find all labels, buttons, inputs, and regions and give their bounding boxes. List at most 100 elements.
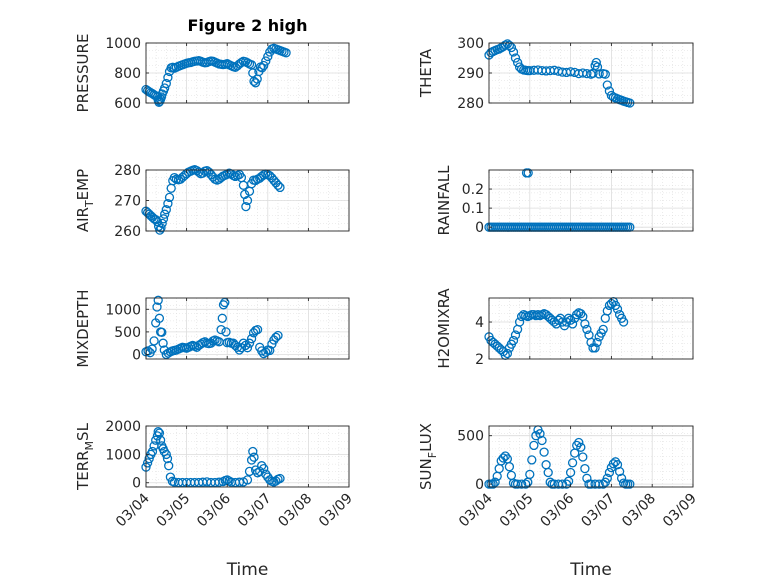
data-point bbox=[535, 429, 545, 439]
data-point bbox=[164, 192, 175, 203]
data-point bbox=[242, 343, 253, 353]
data-point bbox=[590, 343, 600, 353]
data-point bbox=[241, 201, 251, 212]
y-tick-label: 500 bbox=[457, 429, 484, 445]
y-tick-label: 2 bbox=[475, 352, 484, 368]
series-markers bbox=[141, 427, 285, 488]
data-point bbox=[216, 324, 226, 335]
data-point bbox=[147, 446, 158, 457]
y-axis-label: AIRTEMP bbox=[74, 169, 96, 232]
data-point bbox=[539, 447, 549, 457]
data-point bbox=[263, 51, 273, 62]
y-axis-label: PRESSURE bbox=[74, 34, 92, 113]
data-point bbox=[234, 477, 245, 487]
data-point bbox=[151, 435, 161, 445]
series-markers bbox=[484, 39, 635, 108]
y-axis-label-main: H2OMIXRA bbox=[435, 288, 453, 369]
data-point bbox=[512, 57, 523, 68]
y-tick-label: 280 bbox=[114, 163, 141, 179]
y-axis-label-tail: EMP bbox=[74, 169, 92, 200]
data-point bbox=[543, 467, 553, 478]
axes-box bbox=[145, 425, 350, 488]
data-point bbox=[610, 457, 621, 467]
y-tick-label: 0 bbox=[132, 476, 141, 492]
y-axis-label-tail: LUX bbox=[417, 423, 435, 452]
data-point bbox=[163, 72, 173, 83]
y-axis-label-main: AIR bbox=[74, 207, 92, 232]
y-axis-label-main: RAINFALL bbox=[435, 165, 453, 236]
data-point bbox=[598, 324, 608, 335]
panel-mixdepth: 0 500 1000 MIXDEPTH bbox=[74, 289, 350, 368]
y-axis-label-main: MIXDEPTH bbox=[74, 289, 92, 367]
data-point bbox=[246, 455, 257, 465]
y-axis-label-main: TERR bbox=[74, 450, 92, 491]
data-point bbox=[157, 327, 167, 337]
data-point bbox=[163, 198, 173, 209]
data-point bbox=[161, 78, 171, 89]
y-axis-label: TERRMSL bbox=[74, 422, 96, 491]
data-point bbox=[504, 462, 515, 472]
grid bbox=[146, 426, 349, 487]
series-markers bbox=[141, 165, 285, 235]
data-point bbox=[602, 473, 612, 483]
panel-h2omixra: 2 4 H2OMIXRA bbox=[435, 288, 694, 369]
data-point bbox=[510, 53, 521, 63]
data-point bbox=[221, 327, 231, 337]
y-tick-label: 290 bbox=[457, 66, 484, 82]
axes-box bbox=[488, 425, 694, 488]
chart-title: Figure 2 high bbox=[188, 16, 308, 35]
y-axis-label: THETA bbox=[417, 48, 435, 98]
axes-box bbox=[488, 297, 694, 360]
data-point bbox=[608, 459, 619, 469]
data-point bbox=[257, 461, 267, 471]
panel-theta: 280 290 300 THETA bbox=[417, 36, 694, 112]
data-point bbox=[510, 330, 521, 340]
data-point bbox=[576, 442, 586, 452]
data-point bbox=[592, 62, 603, 72]
y-tick-label: 1000 bbox=[105, 302, 141, 318]
data-point bbox=[625, 479, 635, 489]
data-point bbox=[580, 319, 590, 329]
y-tick-label: 300 bbox=[457, 36, 484, 52]
data-point bbox=[602, 80, 612, 90]
y-axis-label-subscript: F bbox=[426, 452, 439, 458]
data-point bbox=[567, 319, 578, 329]
data-point bbox=[155, 435, 166, 445]
data-point bbox=[154, 428, 165, 438]
data-point bbox=[602, 306, 612, 316]
data-point bbox=[220, 297, 230, 308]
y-axis-label: H2OMIXRA bbox=[435, 288, 453, 369]
data-point bbox=[152, 302, 162, 312]
data-point bbox=[218, 300, 229, 310]
y-axis-label-main: THETA bbox=[417, 48, 435, 98]
data-point bbox=[240, 189, 250, 200]
y-tick-label: 0.1 bbox=[462, 201, 484, 217]
data-point bbox=[259, 60, 269, 71]
data-point bbox=[246, 334, 257, 344]
data-point bbox=[592, 337, 602, 348]
x-axis-label: Time bbox=[226, 560, 269, 580]
data-point bbox=[265, 345, 275, 356]
data-point bbox=[244, 338, 255, 348]
data-point bbox=[154, 313, 165, 323]
panel-air_temp: 260 270 280 AIRTEMP bbox=[74, 163, 350, 240]
data-point bbox=[259, 463, 269, 474]
panel-pressure: 600 800 1000 PRESSURE Figure 2 high bbox=[74, 16, 350, 113]
series-markers bbox=[141, 295, 283, 360]
y-tick-label: 280 bbox=[457, 96, 484, 112]
grid bbox=[489, 170, 693, 231]
data-point bbox=[500, 451, 510, 461]
data-point bbox=[153, 427, 163, 437]
y-tick-label: 0 bbox=[132, 347, 141, 363]
y-axis-label-tail: SL bbox=[74, 422, 92, 441]
grid bbox=[146, 43, 349, 103]
data-point bbox=[508, 335, 519, 346]
data-point bbox=[525, 469, 535, 480]
data-point bbox=[261, 56, 271, 66]
data-point bbox=[506, 42, 517, 53]
data-point bbox=[252, 324, 263, 335]
data-point bbox=[508, 47, 519, 57]
data-point bbox=[214, 477, 224, 487]
data-point bbox=[160, 83, 170, 93]
